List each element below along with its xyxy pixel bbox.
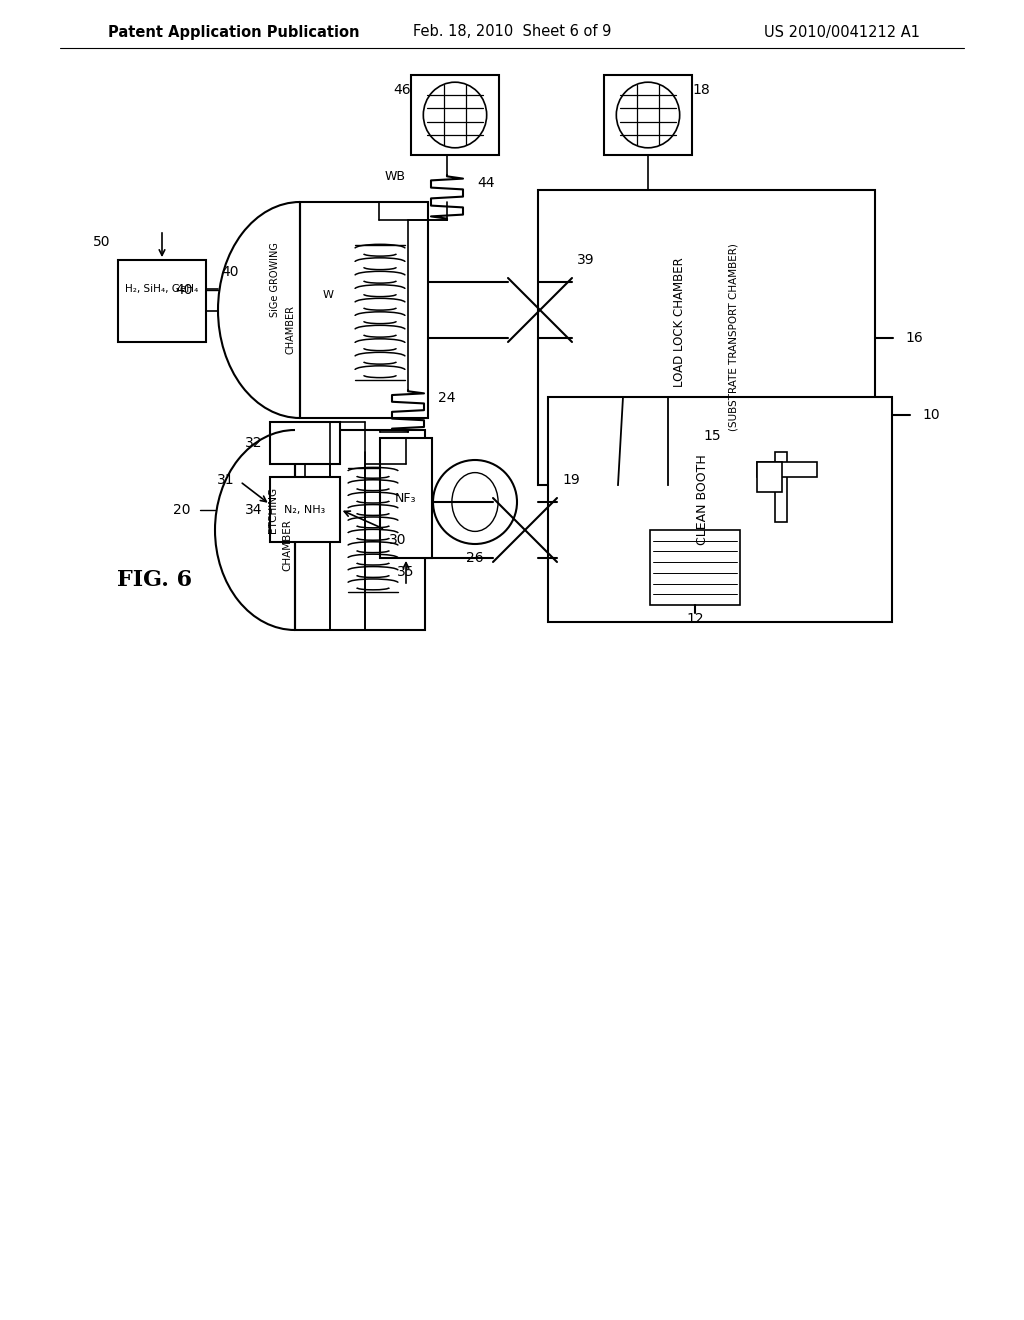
Text: 30: 30 <box>389 532 407 546</box>
Text: 39: 39 <box>577 253 595 267</box>
Bar <box>548 397 892 622</box>
Text: Feb. 18, 2010  Sheet 6 of 9: Feb. 18, 2010 Sheet 6 of 9 <box>413 25 611 40</box>
Bar <box>118 260 206 342</box>
Text: 34: 34 <box>245 503 262 516</box>
Text: CLEAN BOOTH: CLEAN BOOTH <box>696 454 710 545</box>
Text: 15: 15 <box>703 429 721 444</box>
Bar <box>538 190 874 484</box>
Text: ETCHING: ETCHING <box>268 487 278 533</box>
Text: 10: 10 <box>922 408 940 422</box>
Text: 44: 44 <box>477 176 495 190</box>
Text: US 2010/0041212 A1: US 2010/0041212 A1 <box>764 25 920 40</box>
Bar <box>775 451 787 521</box>
Text: H₂, SiH₄, GeH₄: H₂, SiH₄, GeH₄ <box>125 284 199 294</box>
Text: 20: 20 <box>172 503 190 517</box>
Bar <box>270 477 340 543</box>
Bar <box>380 438 432 558</box>
Bar <box>411 75 499 154</box>
Bar <box>757 462 817 477</box>
Text: 35: 35 <box>397 565 415 579</box>
Text: FIG. 6: FIG. 6 <box>118 569 193 591</box>
Text: (SUBSTRATE TRANSPORT CHAMBER): (SUBSTRATE TRANSPORT CHAMBER) <box>728 244 738 432</box>
Text: 31: 31 <box>217 473 234 487</box>
Text: Patent Application Publication: Patent Application Publication <box>108 25 359 40</box>
Text: 26: 26 <box>466 550 483 565</box>
Text: NF₃: NF₃ <box>395 491 417 504</box>
Text: LOAD LOCK CHAMBER: LOAD LOCK CHAMBER <box>673 257 686 387</box>
Text: CHAMBER: CHAMBER <box>282 519 292 572</box>
Text: WB: WB <box>384 170 406 183</box>
Text: 40: 40 <box>175 282 193 297</box>
Bar <box>270 422 340 465</box>
Bar <box>604 75 692 154</box>
Bar <box>757 462 782 492</box>
Text: 40: 40 <box>221 265 239 279</box>
Text: 32: 32 <box>245 436 262 450</box>
Text: 50: 50 <box>92 235 110 249</box>
Text: 18: 18 <box>692 83 710 96</box>
Bar <box>650 531 740 605</box>
Text: 24: 24 <box>438 391 456 405</box>
Text: 19: 19 <box>562 473 580 487</box>
Text: 16: 16 <box>905 330 923 345</box>
Bar <box>300 202 428 418</box>
Text: SiGe GROWING: SiGe GROWING <box>270 243 280 317</box>
Text: N₂, NH₃: N₂, NH₃ <box>285 504 326 515</box>
Text: 46: 46 <box>393 83 411 96</box>
Text: 12: 12 <box>686 612 703 626</box>
Text: W: W <box>323 290 334 300</box>
Bar <box>295 430 425 630</box>
Text: CHAMBER: CHAMBER <box>285 305 295 355</box>
